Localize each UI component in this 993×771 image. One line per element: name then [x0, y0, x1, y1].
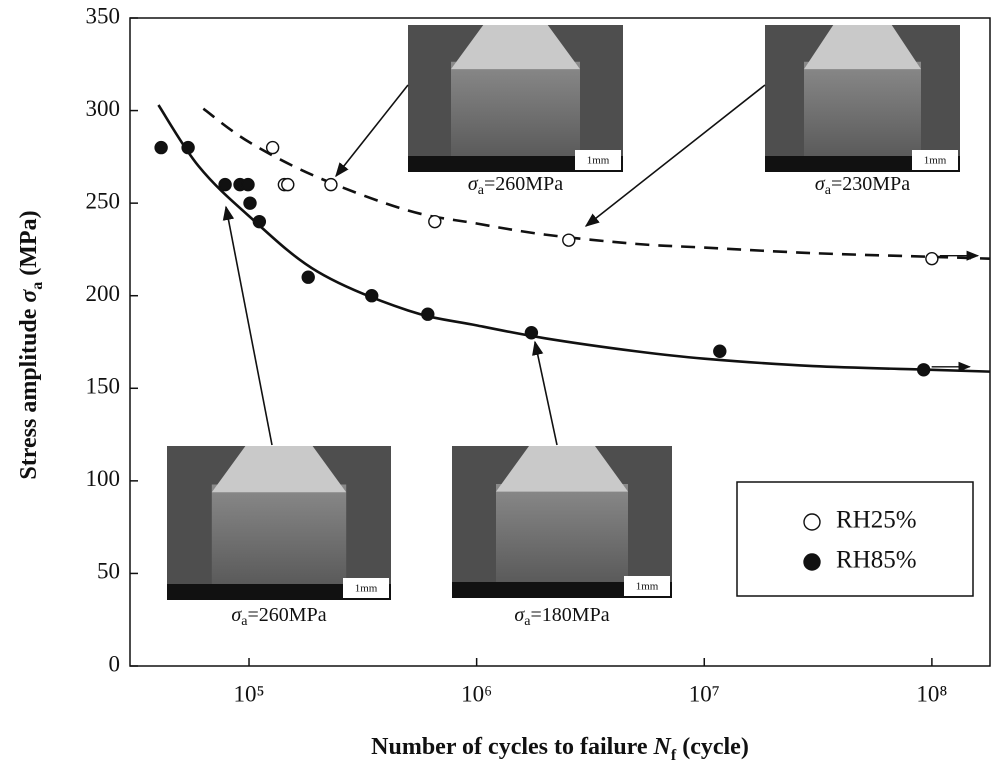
data-point — [422, 308, 434, 320]
x-tick-label: 10⁷ — [689, 681, 720, 706]
x-title-text: Number of cycles to failure — [371, 734, 648, 760]
data-point — [325, 179, 337, 191]
y-tick-label: 250 — [86, 188, 121, 213]
y-title-unit: (MPa) — [16, 210, 42, 275]
y-axis-title: Stress amplitude σa (MPa) — [16, 210, 46, 479]
data-point — [366, 290, 378, 302]
data-point — [242, 179, 254, 191]
chart: 1mmσa=260MPa1mmσa=230MPa1mmσa=260MPa1mmσ… — [0, 0, 993, 771]
x-tick-label: 10⁵ — [234, 681, 265, 706]
caption-text: =260MPa — [484, 173, 563, 195]
y-title-symbol: σ — [16, 289, 42, 303]
specimen — [804, 62, 921, 158]
legend-marker — [804, 514, 820, 530]
y-tick-label: 150 — [86, 374, 121, 399]
data-point — [244, 197, 256, 209]
data-point — [282, 179, 294, 191]
y-tick-label: 50 — [97, 559, 120, 584]
data-point — [302, 271, 314, 283]
scale-label: 1mm — [587, 155, 610, 167]
legend-label: RH25% — [836, 507, 917, 534]
data-point — [918, 364, 930, 376]
y-tick-label: 0 — [109, 651, 121, 676]
specimen — [496, 484, 628, 583]
arrow — [226, 207, 272, 445]
data-point — [563, 234, 575, 246]
x-title-symbol: N — [653, 734, 673, 760]
y-tick-label: 200 — [86, 281, 121, 306]
y-tick-label: 300 — [86, 96, 121, 121]
arrow — [336, 85, 408, 176]
data-point — [429, 216, 441, 228]
data-point — [267, 142, 279, 154]
image-caption: σa=230MPa — [815, 173, 910, 199]
y-tick-label: 350 — [86, 3, 121, 28]
legend-marker — [804, 554, 820, 570]
image-caption: σa=260MPa — [231, 604, 326, 630]
data-point — [926, 253, 938, 265]
specimen — [212, 485, 346, 585]
x-title-unit: (cycle) — [682, 734, 749, 760]
data-point — [525, 327, 537, 339]
data-point — [182, 142, 194, 154]
caption-text: =180MPa — [531, 604, 610, 626]
x-axis-title: Number of cycles to failure Nf (cycle) — [371, 734, 749, 764]
data-point — [219, 179, 231, 191]
image-caption: σa=260MPa — [468, 173, 563, 199]
image-caption: σa=180MPa — [514, 604, 609, 630]
specimen — [451, 62, 580, 158]
scale-label: 1mm — [924, 155, 947, 167]
legend-label: RH85% — [836, 547, 917, 574]
scale-label: 1mm — [355, 583, 378, 595]
scale-label: 1mm — [636, 581, 659, 593]
caption-text: =230MPa — [831, 173, 910, 195]
data-point — [253, 216, 265, 228]
y-title-text: Stress amplitude — [16, 308, 42, 479]
x-tick-label: 10⁶ — [461, 681, 492, 706]
arrow — [535, 342, 557, 445]
caption-text: =260MPa — [248, 604, 327, 626]
y-tick-label: 100 — [86, 466, 121, 491]
data-point — [155, 142, 167, 154]
y-title-subscript: a — [29, 282, 46, 290]
x-tick-label: 10⁸ — [916, 681, 947, 706]
legend-box — [737, 482, 973, 596]
data-point — [714, 345, 726, 357]
